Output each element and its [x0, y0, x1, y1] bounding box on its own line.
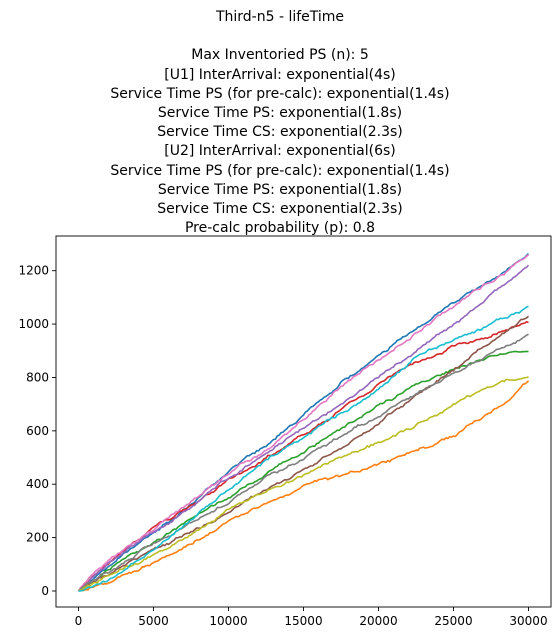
x-tick-label: 10000 [209, 614, 247, 628]
series-line-1 [78, 252, 530, 592]
title-line: [U1] InterArrival: exponential(4s) [164, 66, 396, 83]
series-line-4 [77, 321, 529, 592]
x-tick-label: 15000 [284, 614, 322, 628]
series-lines [77, 252, 530, 592]
series-line-5 [78, 264, 530, 592]
axes: 0 5000 10000 15000 20000 25000 30000 0 200 400 600… [18, 235, 552, 628]
title-line: Service Time CS: exponential(2.3s) [157, 201, 403, 218]
y-tick-label: 800 [26, 370, 49, 384]
x-tick-label: 25000 [434, 614, 472, 628]
series-line-8 [77, 333, 529, 592]
series-line-10 [78, 305, 529, 592]
series-line-7 [77, 254, 529, 592]
title-line: Pre-calc probability (p): 0.8 [184, 220, 375, 237]
title-line: Max Inventoried PS (n): 5 [191, 47, 369, 64]
y-tick-label: 200 [26, 531, 49, 545]
series-line-2 [78, 380, 530, 592]
title-line: Service Time PS: exponential(1.8s) [157, 181, 403, 198]
title-line: Service Time PS (for pre-calc): exponent… [110, 85, 450, 102]
chart-title: Third-n5 - lifeTime Max Inventoried PS (… [0, 8, 560, 238]
y-tick-label: 1200 [18, 264, 49, 278]
x-tick-label: 0 [75, 614, 83, 628]
y-tick-label: 0 [41, 584, 49, 598]
x-tick-label: 30000 [509, 614, 547, 628]
series-line-9 [78, 376, 529, 592]
title-line: Service Time PS (for pre-calc): exponent… [110, 162, 450, 179]
title-line: Service Time CS: exponential(2.3s) [157, 124, 403, 141]
x-tick-label: 20000 [359, 614, 397, 628]
title-line: Third-n5 - lifeTime [215, 9, 345, 25]
title-line: [U2] InterArrival: exponential(6s) [164, 143, 396, 160]
y-tick-label: 600 [26, 424, 49, 438]
y-tick-label: 1000 [18, 317, 49, 331]
x-tick-label: 5000 [138, 614, 169, 628]
y-tick-label: 400 [26, 477, 49, 491]
title-line: Service Time PS: exponential(1.8s) [157, 105, 403, 122]
plot-frame [55, 235, 552, 608]
